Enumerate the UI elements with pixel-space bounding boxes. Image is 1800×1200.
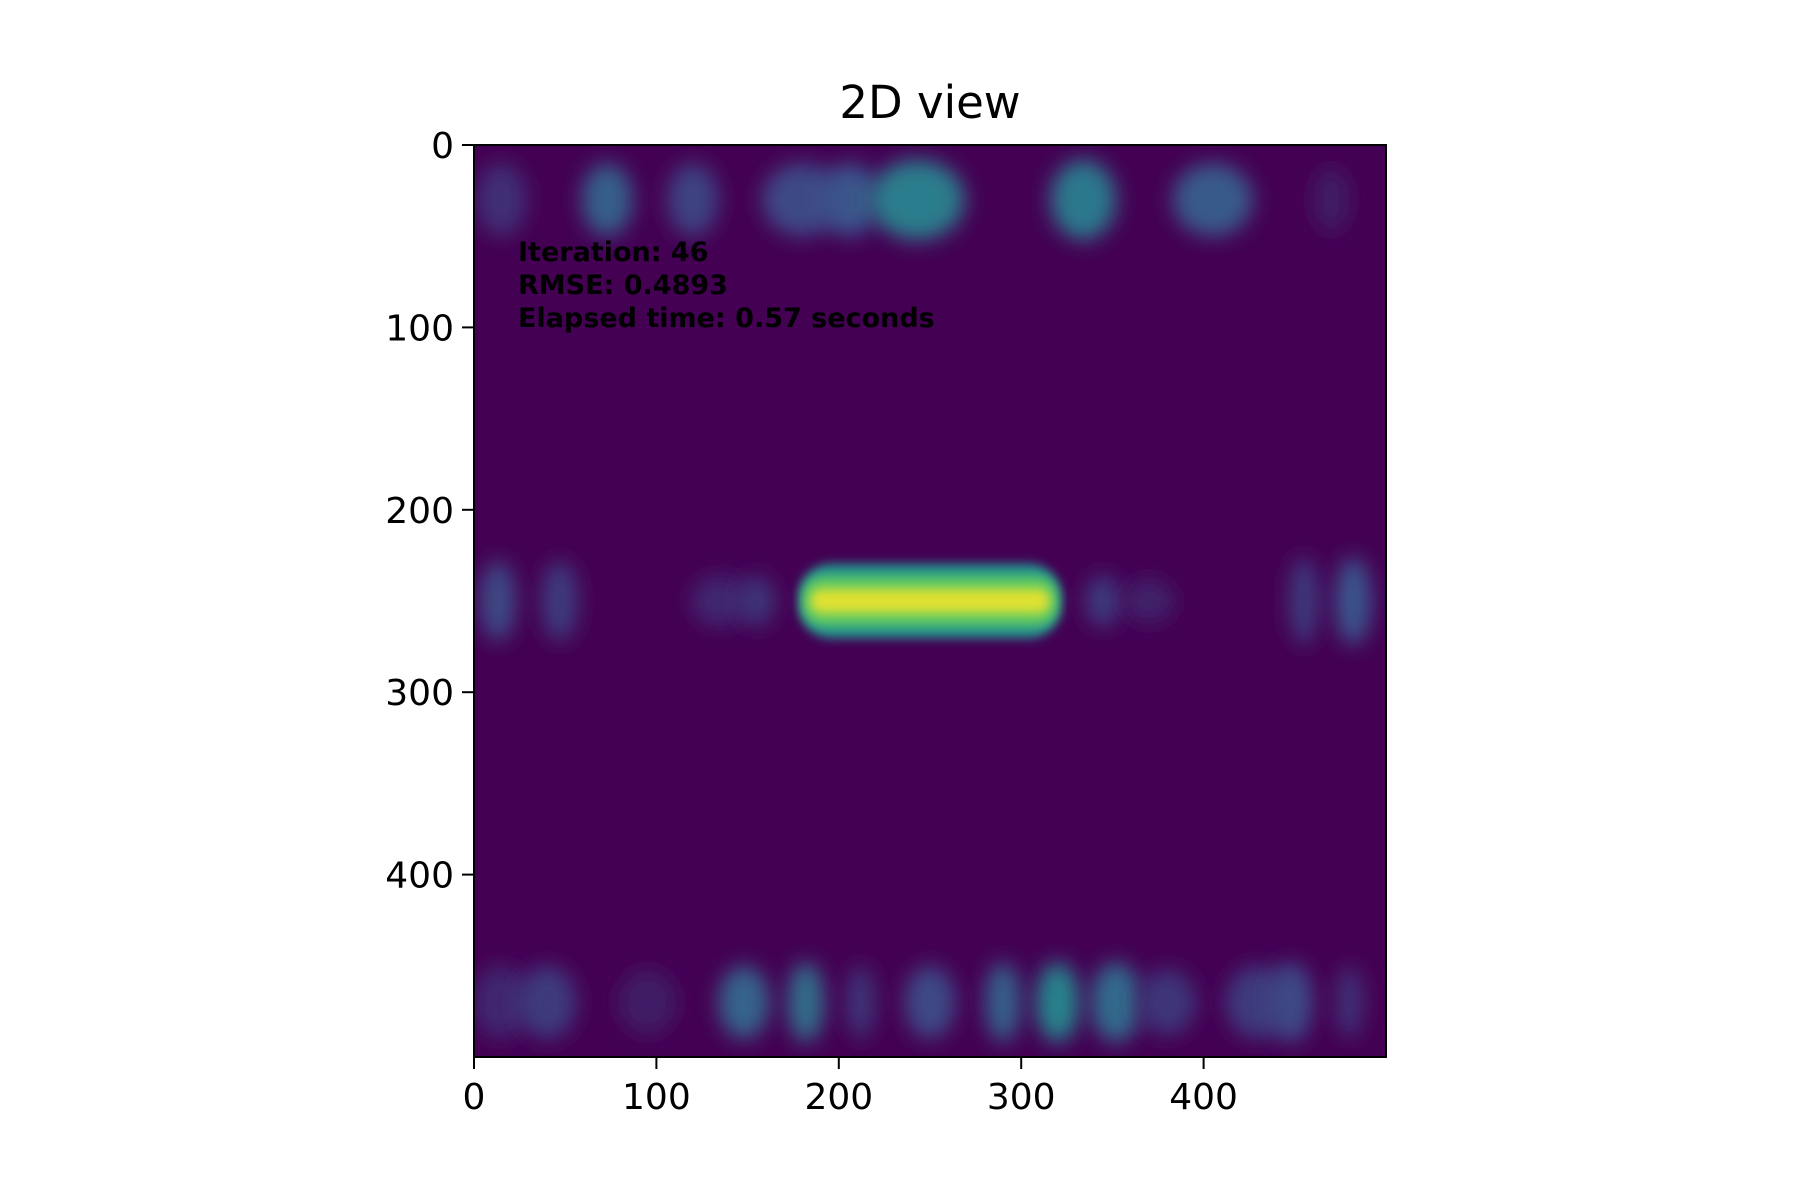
heatmap-blob	[762, 163, 843, 237]
heatmap-blob	[475, 163, 527, 237]
y-tick-label: 100	[385, 308, 454, 349]
heatmap-blob	[479, 560, 516, 642]
heatmap-blob	[738, 575, 775, 627]
annotation-elapsed-time: Elapsed time: 0.57 seconds	[518, 303, 935, 334]
heatmap-blob	[474, 965, 531, 1039]
heatmap-blob	[787, 962, 825, 1043]
y-tick-label: 300	[385, 673, 454, 714]
heatmap-blob	[820, 163, 879, 237]
heatmap-blob	[1334, 965, 1365, 1039]
heatmap-blob	[618, 969, 677, 1036]
annotation-iteration: Iteration: 46	[518, 237, 709, 268]
heatmap-blob	[1137, 969, 1197, 1036]
heatmap-blob	[1090, 962, 1142, 1043]
heatmap-blob	[1269, 962, 1314, 1043]
heatmap-blob	[667, 163, 719, 237]
y-axis: 0 100 200 300 400	[385, 126, 474, 897]
chart-title: 2D view	[839, 76, 1020, 129]
heatmap-blob	[691, 575, 750, 627]
annotation-box: Iteration: 46 RMSE: 0.4893 Elapsed time:…	[518, 237, 935, 334]
heatmap-blob	[1085, 575, 1122, 627]
heatmap-blob	[984, 962, 1022, 1043]
heatmap-blob	[1313, 166, 1350, 233]
x-tick-label: 100	[622, 1077, 691, 1118]
x-tick-label: 0	[463, 1077, 486, 1118]
heatmap-blob	[541, 560, 578, 642]
heatmap-blob	[846, 965, 876, 1039]
x-axis: 0 100 200 300 400	[463, 1057, 1238, 1118]
plot-frame	[473, 144, 1387, 1058]
y-tick-label: 400	[385, 856, 454, 897]
heatmap-blobs	[474, 159, 1372, 1043]
heatmap-bright-band	[798, 563, 1062, 639]
heatmap-blob	[581, 163, 633, 237]
heatmap-blob	[1123, 579, 1175, 623]
heatmap-blob	[1035, 962, 1080, 1043]
x-tick-label: 300	[987, 1077, 1056, 1118]
y-tick-label: 0	[431, 126, 454, 167]
bright-band-core	[810, 588, 1050, 614]
y-tick-label: 200	[385, 491, 454, 532]
heatmap-blob	[869, 159, 965, 240]
heatmap-blob	[517, 965, 577, 1039]
annotation-rmse: RMSE: 0.4893	[518, 270, 728, 301]
x-tick-label: 400	[1169, 1077, 1238, 1118]
heatmap-blob	[1050, 159, 1117, 240]
heatmap-blob	[1289, 557, 1319, 645]
heatmap-blob	[1172, 163, 1253, 237]
heatmap-blob	[904, 965, 956, 1039]
heatmap-blob	[718, 965, 770, 1039]
x-tick-label: 200	[804, 1077, 873, 1118]
heatmap-blob	[1334, 557, 1372, 645]
